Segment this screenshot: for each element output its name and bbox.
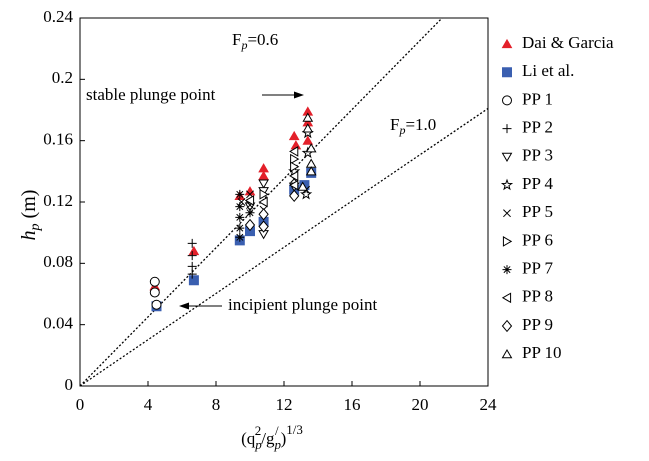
data-point — [188, 245, 200, 256]
x-tick-label: 8 — [212, 395, 221, 414]
data-point — [290, 153, 300, 165]
data-point — [288, 130, 300, 141]
data-point — [258, 220, 269, 233]
data-point — [235, 223, 245, 233]
data-point — [149, 276, 160, 287]
legend-marker — [501, 319, 513, 333]
y-tick-label: 0.12 — [43, 191, 73, 210]
reference-line — [79, 107, 489, 387]
legend-label: PP 3 — [522, 146, 553, 165]
legend-marker — [501, 38, 513, 49]
data-point — [258, 196, 268, 208]
legend-marker — [502, 124, 512, 134]
data-point — [235, 232, 245, 242]
data-point — [235, 189, 245, 199]
data-point — [244, 195, 255, 206]
legend-label: PP 4 — [522, 174, 554, 193]
data-point — [149, 287, 160, 298]
legend-label: Li et al. — [522, 61, 574, 80]
legend-marker — [501, 152, 513, 162]
data-point — [235, 202, 245, 212]
legend-label: PP 2 — [522, 118, 553, 137]
legend-label: PP 5 — [522, 202, 553, 221]
legend-label: PP 8 — [522, 287, 553, 306]
x-tick-label: 20 — [412, 395, 429, 414]
data-point — [305, 158, 317, 168]
x-tick-label: 24 — [480, 395, 498, 414]
reference-line-label: Fp=1.0 — [390, 115, 436, 137]
data-point — [258, 179, 269, 189]
legend-marker — [502, 67, 512, 78]
legend-label: PP 9 — [522, 315, 553, 334]
data-point — [289, 146, 299, 157]
data-point — [187, 261, 197, 271]
data-point — [302, 135, 314, 145]
annotation-arrowhead — [179, 302, 189, 310]
data-point — [245, 208, 255, 218]
y-tick-label: 0.2 — [52, 68, 73, 87]
annotation: stable plunge point — [86, 85, 216, 104]
legend-marker — [503, 209, 511, 218]
x-tick-label: 0 — [76, 395, 85, 414]
plot-frame — [79, 17, 489, 387]
data-point — [187, 269, 197, 279]
data-point — [289, 170, 299, 182]
y-tick-label: 0.24 — [43, 7, 73, 26]
y-tick-label: 0.16 — [43, 130, 73, 149]
legend-marker — [500, 178, 514, 191]
legend-marker — [501, 349, 513, 359]
data-point — [151, 299, 162, 310]
data-point — [187, 251, 197, 261]
annotation: incipient plunge point — [228, 295, 377, 314]
data-point — [297, 181, 309, 191]
data-point — [258, 208, 269, 221]
legend-label: PP 10 — [522, 343, 562, 362]
y-axis-label: hp (m) — [18, 190, 44, 241]
data-point — [188, 275, 199, 286]
data-point — [235, 212, 245, 222]
legend-label: PP 7 — [522, 259, 554, 278]
y-tick-label: 0.04 — [43, 314, 73, 333]
x-tick-label: 16 — [344, 395, 361, 414]
legend-marker — [502, 265, 512, 275]
data-point — [259, 188, 269, 200]
data-point — [305, 166, 317, 176]
y-tick-label: 0.08 — [43, 252, 73, 271]
data-point — [289, 189, 300, 203]
x-axis-label: (qp2/gp/)1/3 — [241, 422, 303, 452]
legend-marker — [502, 95, 513, 106]
legend-label: PP 1 — [522, 89, 553, 108]
data-point — [258, 170, 269, 181]
reference-line-label: Fp=0.6 — [232, 30, 278, 52]
legend-marker — [502, 236, 513, 247]
data-point — [302, 112, 314, 122]
x-tick-label: 12 — [276, 395, 293, 414]
data-point — [305, 143, 317, 153]
data-point — [290, 161, 300, 173]
y-tick-label: 0 — [65, 375, 74, 394]
data-point — [289, 179, 299, 191]
x-tick-label: 4 — [144, 395, 153, 414]
legend-marker — [501, 292, 512, 304]
data-point — [187, 238, 197, 248]
legend-label: PP 6 — [522, 230, 553, 249]
legend-label: Dai & Garcia — [522, 33, 614, 52]
data-point — [237, 198, 246, 206]
data-point — [258, 163, 269, 173]
annotation-arrowhead — [294, 91, 304, 99]
data-point — [244, 218, 256, 232]
data-point — [302, 123, 314, 133]
